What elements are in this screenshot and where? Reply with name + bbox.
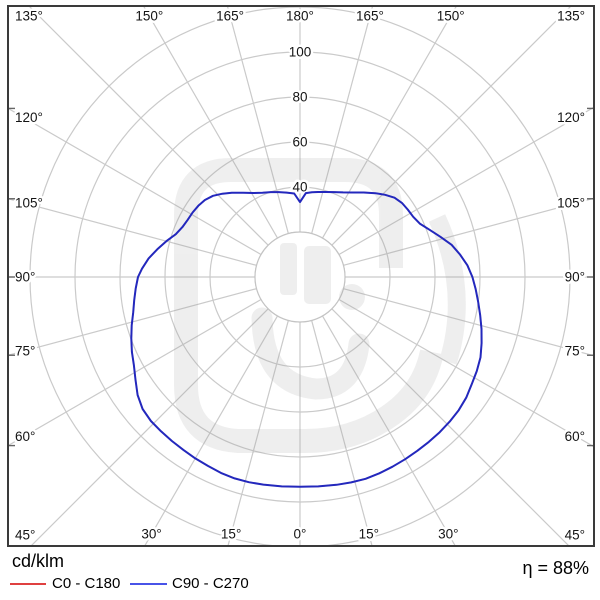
svg-text:80: 80 (292, 90, 307, 105)
unit-label: cd/klm (12, 551, 65, 571)
svg-text:90°: 90° (565, 270, 585, 285)
svg-text:0°: 0° (294, 527, 307, 542)
svg-text:75°: 75° (15, 343, 35, 358)
svg-text:180°: 180° (286, 9, 314, 24)
svg-text:150°: 150° (135, 9, 163, 24)
svg-text:30°: 30° (438, 527, 458, 542)
svg-text:60°: 60° (565, 429, 585, 444)
axis-labels: 40 60 80 100 0° 15° 15° 30° 30° 45° 45° 60° 60° 75° 75… (13, 6, 588, 545)
svg-text:135°: 135° (557, 9, 585, 24)
svg-text:45°: 45° (15, 528, 35, 543)
svg-text:120°: 120° (557, 110, 585, 125)
legend-swatch-c90 (130, 583, 167, 585)
watermark-hook (251, 307, 370, 400)
legend-swatch-c0 (10, 583, 46, 585)
watermark-bar-1 (280, 243, 297, 295)
svg-text:105°: 105° (15, 196, 43, 211)
svg-text:40: 40 (292, 180, 307, 195)
svg-text:60: 60 (292, 135, 307, 150)
svg-text:165°: 165° (216, 9, 244, 24)
watermark-outline (174, 158, 444, 453)
svg-text:120°: 120° (15, 110, 43, 125)
svg-text:45°: 45° (565, 528, 585, 543)
svg-text:60°: 60° (15, 429, 35, 444)
curve-c90-c270 (130, 191, 483, 488)
legend-label-c0: C0 - C180 (52, 575, 121, 592)
legend: C0 - C180 C90 - C270 (0, 575, 600, 593)
efficiency-label: η = 88% (522, 558, 589, 578)
svg-text:15°: 15° (359, 527, 379, 542)
center-disc (254, 231, 346, 323)
svg-text:75°: 75° (565, 343, 585, 358)
svg-text:15°: 15° (221, 527, 241, 542)
watermark-bar-2 (304, 246, 331, 304)
svg-text:135°: 135° (15, 9, 43, 24)
svg-text:105°: 105° (557, 196, 585, 211)
legend-label-c90: C90 - C270 (172, 575, 249, 592)
svg-text:90°: 90° (15, 270, 35, 285)
watermark (174, 158, 466, 453)
svg-text:100: 100 (289, 45, 312, 60)
watermark-dot (339, 284, 365, 310)
frame-edge-ticks (8, 107, 594, 447)
svg-text:165°: 165° (356, 9, 384, 24)
watermark-arc (428, 214, 466, 365)
chart-frame (7, 5, 595, 547)
svg-text:150°: 150° (437, 9, 465, 24)
svg-text:30°: 30° (141, 527, 161, 542)
